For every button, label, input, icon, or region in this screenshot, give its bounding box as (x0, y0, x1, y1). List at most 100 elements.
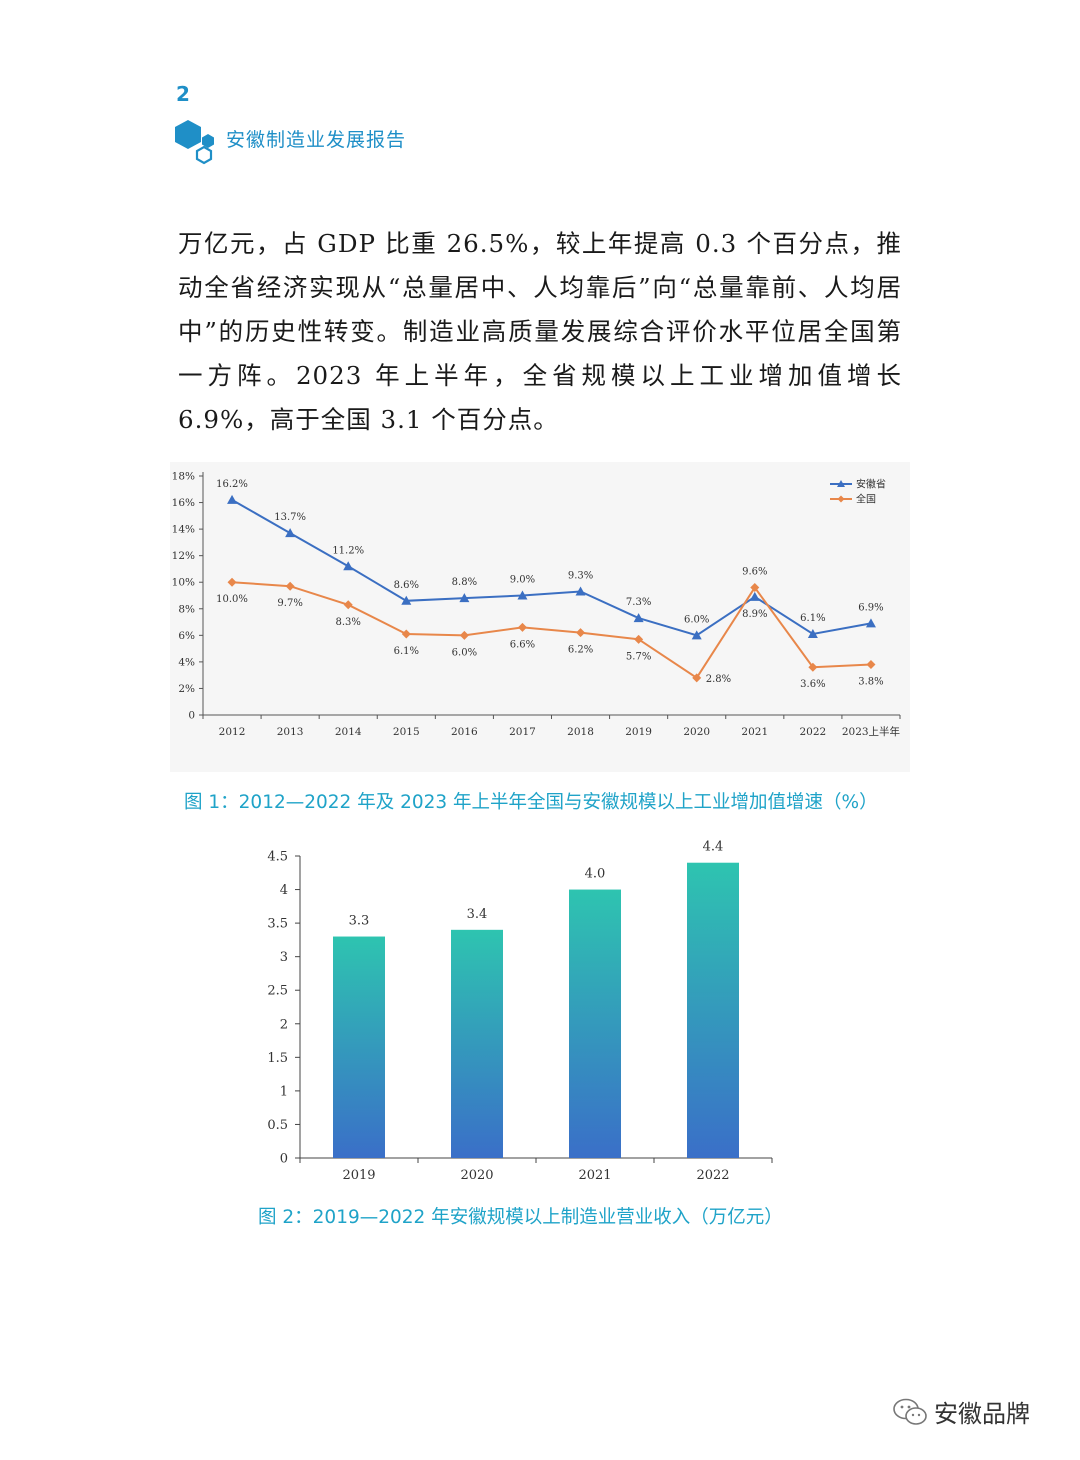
chart1-data-label-anhui: 8.6% (394, 580, 419, 591)
chart1-y-tick-label: 6% (178, 630, 195, 642)
chart1-point-anhui (633, 613, 644, 623)
chart1-data-label-national: 9.7% (277, 598, 302, 609)
chart1-data-label-anhui: 6.1% (800, 613, 825, 624)
chart2-data-label: 3.3 (349, 914, 370, 929)
chart1-data-label-anhui: 8.9% (742, 609, 767, 620)
hexagon-logo-icon (175, 120, 214, 165)
growth-line-chart: 0 2% 4% 6% 8% 10% 12% 14% 16% 18% 2012 2013 2014 2015… (170, 462, 910, 772)
chart1-point-anhui (227, 494, 238, 504)
chart1-data-label-anhui: 6.9% (858, 602, 883, 613)
chart1-y-tick-label: 14% (172, 524, 195, 536)
chart1-data-label-anhui: 9.3% (568, 571, 593, 582)
chart1-x-tick-label: 2017 (509, 726, 536, 738)
chart2-y-tick-label: 0 (280, 1152, 288, 1167)
chart2-y-tick-label: 2 (280, 1017, 288, 1032)
chart1-point-national (459, 630, 469, 640)
chart2-x-tick-label: 2021 (578, 1168, 611, 1183)
chart1-point-national (866, 660, 876, 670)
chart1-data-label-anhui: 11.2% (332, 545, 364, 556)
chart1-x-tick-label: 2020 (683, 726, 710, 738)
chart1-point-anhui (285, 528, 296, 538)
chart2-y-tick-label: 0.5 (267, 1118, 288, 1133)
chart2-data-label: 4.4 (703, 840, 724, 855)
chart1-legend-marker (837, 495, 845, 503)
chart2-y-tick-label: 2.5 (267, 984, 288, 999)
figure2-caption: 图 2：2019—2022 年安徽规模以上制造业营业收入（万亿元） (258, 1207, 783, 1228)
chart1-x-tick-label: 2012 (219, 726, 246, 738)
chart1-x-tick-label: 2019 (625, 726, 652, 738)
figure1-caption: 图 1：2012—2022 年及 2023 年上半年全国与安徽规模以上工业增加值… (184, 792, 878, 813)
chart2-data-label: 3.4 (467, 907, 488, 922)
chart1-x-tick-label: 2015 (393, 726, 420, 738)
chart1-data-label-national: 6.0% (452, 647, 477, 658)
chart2-y-tick-label: 1.5 (267, 1051, 288, 1066)
chart1-legend-marker (837, 480, 845, 487)
chart1-data-label-national: 10.0% (216, 594, 248, 605)
chart2-bar (451, 929, 503, 1158)
chart2-y-tick-label: 1 (280, 1084, 288, 1099)
chart1-point-anhui (807, 629, 818, 639)
chart1-point-national (343, 600, 353, 610)
chart2-bar (687, 862, 739, 1158)
chart1-data-label-national: 8.3% (336, 617, 361, 628)
chart1-point-national (517, 622, 527, 632)
chart1-data-label-national: 3.8% (858, 677, 883, 688)
chart1-x-tick-label: 2016 (451, 726, 478, 738)
revenue-bar-chart: 0 0.5 1 1.5 2 2.5 3 3.5 4 4.5 3.3 2019 3.4 2020 4.0 202… (267, 840, 773, 1183)
wechat-icon (893, 1398, 927, 1425)
chart1-point-anhui (343, 561, 354, 571)
chart2-x-tick-label: 2019 (342, 1168, 375, 1183)
chart1-data-label-national: 6.6% (510, 639, 535, 650)
chart1-x-tick-label: 2022 (800, 726, 827, 738)
watermark: 安徽品牌 (892, 1394, 1030, 1429)
chart1-data-label-anhui: 8.8% (452, 577, 477, 588)
chart1-data-label-national: 2.8% (706, 674, 731, 685)
chart1-point-national (750, 583, 760, 593)
chart2-y-tick-label: 4.5 (267, 850, 288, 865)
chart1-x-tick-label: 2014 (335, 726, 362, 738)
chart2-bar (333, 936, 385, 1158)
chart1-data-label-national: 9.6% (742, 567, 767, 578)
chart1-point-anhui (517, 590, 528, 600)
chart2-y-tick-label: 3.5 (267, 917, 288, 932)
chart1-x-tick-label: 2013 (277, 726, 304, 738)
chart1-data-label-anhui: 6.0% (684, 614, 709, 625)
chart1-y-tick-label: 10% (172, 577, 195, 589)
chart1-point-national (401, 629, 411, 639)
chart1-series-line (231, 581, 872, 680)
chart1-point-anhui (865, 618, 876, 628)
book-title: 安徽制造业发展报告 (226, 129, 407, 151)
chart2-data-label: 4.0 (585, 867, 606, 882)
chart1-y-tick-label: 12% (172, 550, 195, 562)
chart1-data-label-national: 6.2% (568, 645, 593, 656)
chart1-data-label-anhui: 9.0% (510, 575, 535, 586)
chart1-data-label-national: 6.1% (394, 646, 419, 657)
chart1-point-national (227, 577, 237, 587)
page-number: 2 (176, 82, 190, 106)
chart1-data-label-anhui: 13.7% (274, 512, 306, 523)
chart1-data-label-anhui: 16.2% (216, 479, 248, 490)
chart1-point-anhui (459, 593, 470, 603)
chart1-y-tick-label: 18% (172, 471, 195, 483)
chart1-data-label-national: 5.7% (626, 651, 651, 662)
chart1-y-tick-label: 2% (178, 683, 195, 695)
chart1-point-anhui (401, 595, 412, 605)
chart1-point-national (576, 628, 586, 638)
chart1-legend-label: 安徽省 (856, 478, 886, 491)
chart1-y-tick-label: 8% (178, 603, 195, 615)
chart1-point-anhui (691, 630, 702, 640)
chart1-y-tick-label: 0 (188, 710, 195, 722)
chart1-point-national (808, 662, 818, 672)
chart1-point-anhui (749, 591, 760, 601)
chart2-x-tick-label: 2022 (696, 1168, 729, 1183)
chart1-data-label-national: 3.6% (800, 679, 825, 690)
chart2-bar (569, 889, 621, 1158)
chart1-series-line (231, 499, 872, 637)
watermark-text: 安徽品牌 (934, 1400, 1030, 1428)
chart1-x-tick-label: 2018 (567, 726, 594, 738)
chart1-y-tick-label: 16% (172, 497, 195, 509)
chart1-y-tick-label: 4% (178, 656, 195, 668)
chart1-x-tick-label: 2023上半年 (842, 725, 900, 738)
chart1-point-national (634, 634, 644, 644)
chart1-legend-label: 全国 (856, 493, 876, 506)
